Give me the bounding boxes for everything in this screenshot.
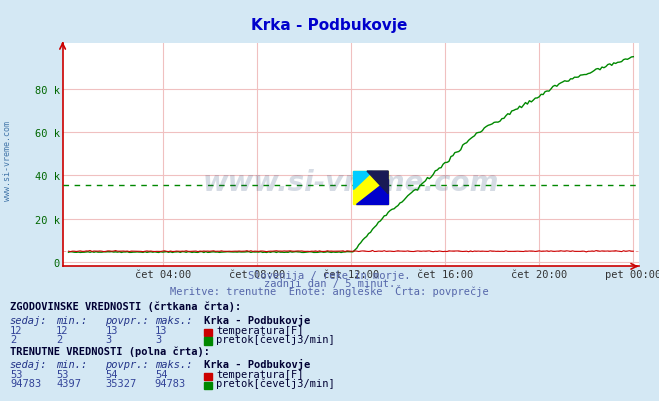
- Text: www.si-vreme.com: www.si-vreme.com: [203, 168, 499, 196]
- Text: ZGODOVINSKE VREDNOSTI (črtkana črta):: ZGODOVINSKE VREDNOSTI (črtkana črta):: [10, 300, 241, 311]
- Text: Krka - Podbukovje: Krka - Podbukovje: [204, 314, 310, 325]
- Text: 2: 2: [10, 334, 16, 344]
- Text: Krka - Podbukovje: Krka - Podbukovje: [251, 18, 408, 33]
- Text: Krka - Podbukovje: Krka - Podbukovje: [204, 358, 310, 369]
- Text: pretok[čevelj3/min]: pretok[čevelj3/min]: [216, 377, 335, 388]
- Text: 12: 12: [10, 325, 22, 335]
- Text: povpr.:: povpr.:: [105, 359, 149, 369]
- Polygon shape: [353, 172, 372, 189]
- Text: www.si-vreme.com: www.si-vreme.com: [3, 120, 13, 200]
- Text: pretok[čevelj3/min]: pretok[čevelj3/min]: [216, 333, 335, 344]
- Text: 53: 53: [56, 369, 69, 379]
- Text: 35327: 35327: [105, 378, 136, 388]
- Text: Slovenija / reke in morje.: Slovenija / reke in morje.: [248, 271, 411, 281]
- Text: 3: 3: [155, 334, 161, 344]
- Text: 2: 2: [56, 334, 62, 344]
- Text: maks.:: maks.:: [155, 315, 192, 325]
- Text: 4397: 4397: [56, 378, 81, 388]
- Text: min.:: min.:: [56, 359, 87, 369]
- Text: 94783: 94783: [155, 378, 186, 388]
- Text: 13: 13: [155, 325, 167, 335]
- Polygon shape: [357, 180, 388, 204]
- Text: temperatura[F]: temperatura[F]: [216, 325, 304, 335]
- Text: 54: 54: [105, 369, 118, 379]
- Text: temperatura[F]: temperatura[F]: [216, 369, 304, 379]
- Bar: [353, 172, 388, 204]
- Text: Meritve: trenutne  Enote: angleške  Črta: povprečje: Meritve: trenutne Enote: angleške Črta: …: [170, 285, 489, 297]
- Text: zadnji dan / 5 minut.: zadnji dan / 5 minut.: [264, 279, 395, 289]
- Text: 3: 3: [105, 334, 111, 344]
- Text: 13: 13: [105, 325, 118, 335]
- Text: 54: 54: [155, 369, 167, 379]
- Text: TRENUTNE VREDNOSTI (polna črta):: TRENUTNE VREDNOSTI (polna črta):: [10, 345, 210, 356]
- Text: min.:: min.:: [56, 315, 87, 325]
- Polygon shape: [367, 172, 388, 194]
- Text: sedaj:: sedaj:: [10, 315, 47, 325]
- Text: povpr.:: povpr.:: [105, 315, 149, 325]
- Text: sedaj:: sedaj:: [10, 359, 47, 369]
- Text: 53: 53: [10, 369, 22, 379]
- Text: maks.:: maks.:: [155, 359, 192, 369]
- Text: 12: 12: [56, 325, 69, 335]
- Text: 94783: 94783: [10, 378, 41, 388]
